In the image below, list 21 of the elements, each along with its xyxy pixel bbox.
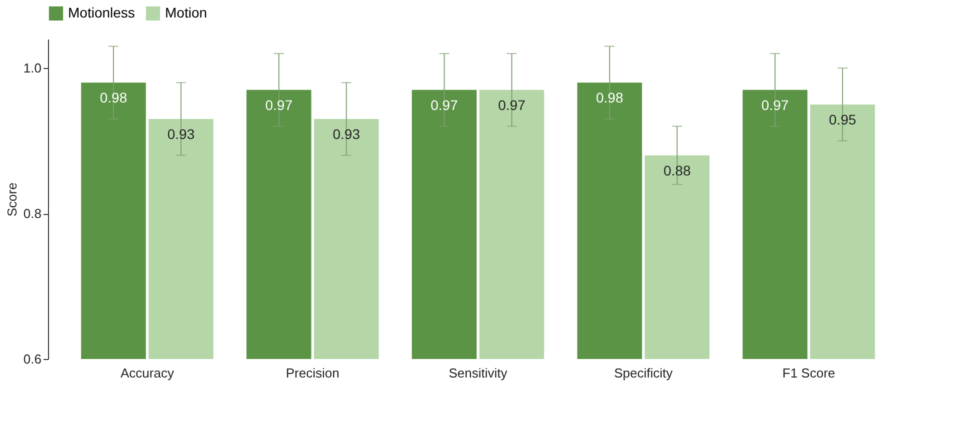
- data-label: 0.97: [265, 96, 293, 113]
- data-label: 0.93: [332, 126, 360, 142]
- x-tick-label: Precision: [286, 366, 340, 380]
- data-label: 0.93: [167, 126, 195, 142]
- x-tick-label: F1 Score: [782, 366, 836, 380]
- y-tick-label: 0.6: [23, 352, 42, 366]
- x-tick-label: Accuracy: [120, 366, 174, 380]
- data-label: 0.98: [100, 90, 128, 106]
- data-label: 0.97: [761, 96, 789, 113]
- x-tick-label: Sensitivity: [448, 366, 508, 380]
- x-tick-label: Specificity: [614, 366, 674, 380]
- data-label: 0.97: [430, 96, 458, 113]
- y-tick-label: 0.8: [23, 206, 42, 222]
- y-axis-title: Score: [4, 182, 20, 216]
- data-label: 0.95: [828, 111, 856, 128]
- y-tick-label: 1.0: [23, 60, 42, 76]
- legend-label: Motionless: [68, 4, 135, 20]
- data-label: 0.98: [596, 90, 624, 106]
- data-label: 0.88: [664, 162, 691, 178]
- data-label: 0.97: [498, 96, 526, 113]
- legend-label: Motion: [165, 4, 208, 20]
